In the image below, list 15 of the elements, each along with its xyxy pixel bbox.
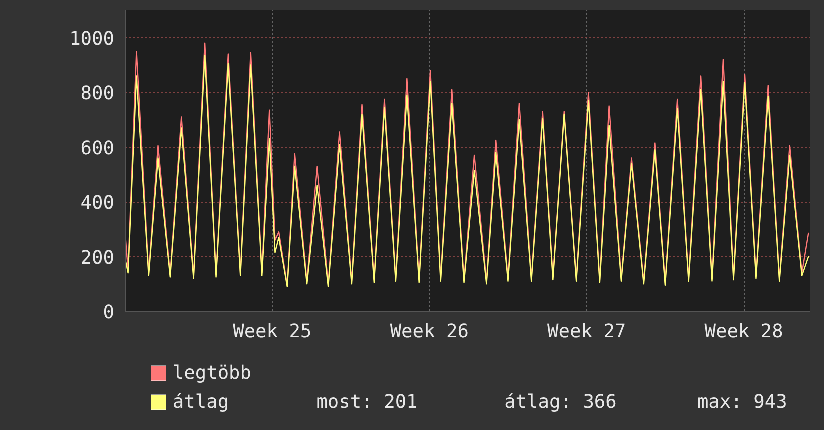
- text: max: 943: [697, 392, 788, 413]
- y-tick-label: 1000: [70, 28, 115, 50]
- y-tick-label: 400: [80, 193, 115, 214]
- text: átlag: 366: [504, 392, 617, 413]
- text: most: 201: [316, 392, 418, 413]
- x-tick-label: Week 25: [233, 322, 312, 342]
- legend-label: átlag: [172, 392, 230, 413]
- x-tick-label: Week 28: [704, 322, 784, 342]
- y-tick-label: 200: [80, 248, 115, 269]
- legend-label: legtöbb: [172, 363, 252, 384]
- y-tick-label: 0: [103, 302, 114, 324]
- y-tick-label: 800: [80, 84, 115, 105]
- x-tick-label: Week 26: [390, 322, 469, 342]
- x-tick-label: Week 27: [548, 322, 626, 342]
- y-tick-label: 600: [80, 138, 115, 160]
